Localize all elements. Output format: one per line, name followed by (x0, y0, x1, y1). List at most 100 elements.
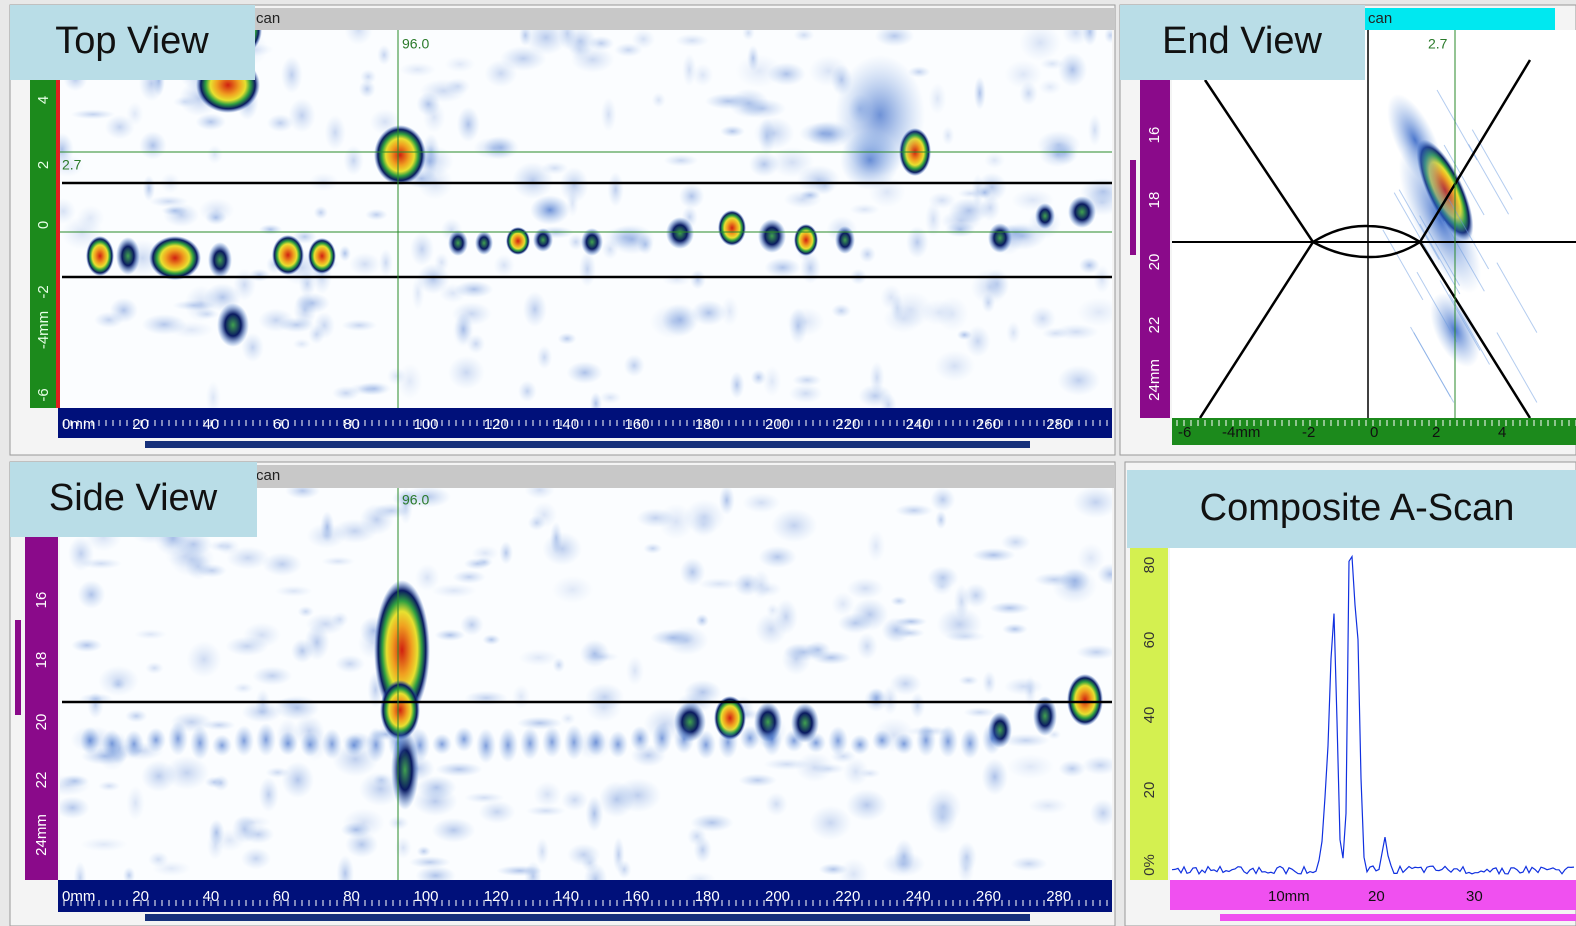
noise (432, 818, 476, 843)
noise (636, 508, 675, 528)
indication (374, 125, 426, 185)
x-tick-label: 160 (624, 416, 649, 433)
noise (957, 330, 972, 341)
noise (494, 254, 515, 276)
page: can 96.0 2.7 Top View can 2.7 End View c… (0, 0, 1576, 926)
noise (607, 172, 623, 207)
noise (895, 617, 927, 627)
noise (483, 135, 519, 159)
noise (80, 837, 128, 851)
indication (102, 729, 122, 757)
noise (126, 786, 144, 821)
indication (366, 727, 386, 763)
noise (195, 309, 220, 320)
x-tick-label: 220 (835, 888, 860, 905)
indication (520, 727, 540, 760)
noise (958, 675, 978, 686)
noise (412, 276, 425, 311)
noise (379, 249, 393, 277)
x-tick-label: 260 (976, 888, 1001, 905)
x-tick-label: 40 (203, 416, 220, 433)
noise (533, 781, 561, 808)
indication (916, 724, 936, 757)
noise (928, 83, 946, 115)
indication (586, 728, 606, 756)
scroll-handle (15, 620, 21, 715)
indication (630, 726, 650, 752)
noise (1052, 567, 1097, 604)
noise (359, 80, 376, 98)
header-text: can (1368, 10, 1392, 27)
noise (856, 633, 877, 660)
noise (869, 361, 884, 393)
noise (415, 564, 440, 592)
noise (308, 324, 325, 344)
header-text: can (256, 10, 280, 27)
noise (349, 252, 381, 276)
noise (71, 638, 102, 652)
indication (762, 722, 782, 756)
noise (258, 777, 278, 812)
noise (783, 643, 824, 661)
header-text: can (256, 467, 280, 484)
noise (291, 639, 314, 664)
noise (982, 758, 1008, 795)
y-tick-label: 20 (33, 714, 50, 731)
noise (208, 540, 234, 552)
y-tick-label: 24mm (1146, 359, 1163, 401)
indication (86, 236, 114, 276)
noise (690, 813, 733, 832)
x-tick-label: 30 (1466, 888, 1483, 905)
noise (679, 184, 705, 209)
x-tick-label: 0 (1370, 424, 1378, 441)
noise (341, 319, 377, 331)
noise (739, 98, 786, 118)
noise (518, 380, 537, 402)
x-tick-label: 260 (976, 416, 1001, 433)
x-tick-label: 2 (1432, 424, 1440, 441)
noise (98, 781, 120, 791)
indication (146, 727, 166, 752)
y-tick-label: 18 (33, 652, 50, 669)
plot-area (1170, 548, 1576, 880)
noise (599, 781, 635, 818)
noise (499, 541, 513, 564)
x-tick-label: -6 (1178, 424, 1191, 441)
x-tick-label: 180 (695, 888, 720, 905)
indication (234, 725, 254, 756)
noise (684, 499, 726, 534)
x-tick-label: 0mm (62, 416, 95, 433)
noise (1076, 644, 1117, 660)
noise (691, 300, 727, 326)
noise (282, 761, 314, 798)
noise (295, 293, 330, 314)
noise (457, 106, 480, 142)
indication (272, 235, 304, 275)
indication (828, 726, 848, 756)
noise (399, 62, 436, 77)
indication (278, 731, 298, 755)
noise (335, 655, 365, 674)
y-tick-label: 22 (1146, 317, 1163, 334)
noise (523, 291, 547, 327)
noise (1010, 856, 1047, 872)
noise (935, 510, 947, 529)
noise (1057, 365, 1100, 396)
y-tick-label: 18 (1146, 192, 1163, 209)
noise (788, 307, 807, 344)
cursor-label: 2.7 (1428, 36, 1448, 52)
indication (344, 735, 364, 756)
indication (300, 732, 320, 757)
noise (930, 487, 955, 512)
indication (872, 730, 892, 752)
noise (698, 578, 741, 590)
noise (233, 682, 254, 693)
noise (567, 843, 601, 866)
noise (789, 384, 823, 403)
noise (373, 774, 391, 787)
cursor-label: 96.0 (402, 492, 429, 508)
noise (972, 548, 1016, 562)
noise (849, 203, 879, 215)
indication (124, 730, 144, 758)
indication (80, 727, 100, 755)
